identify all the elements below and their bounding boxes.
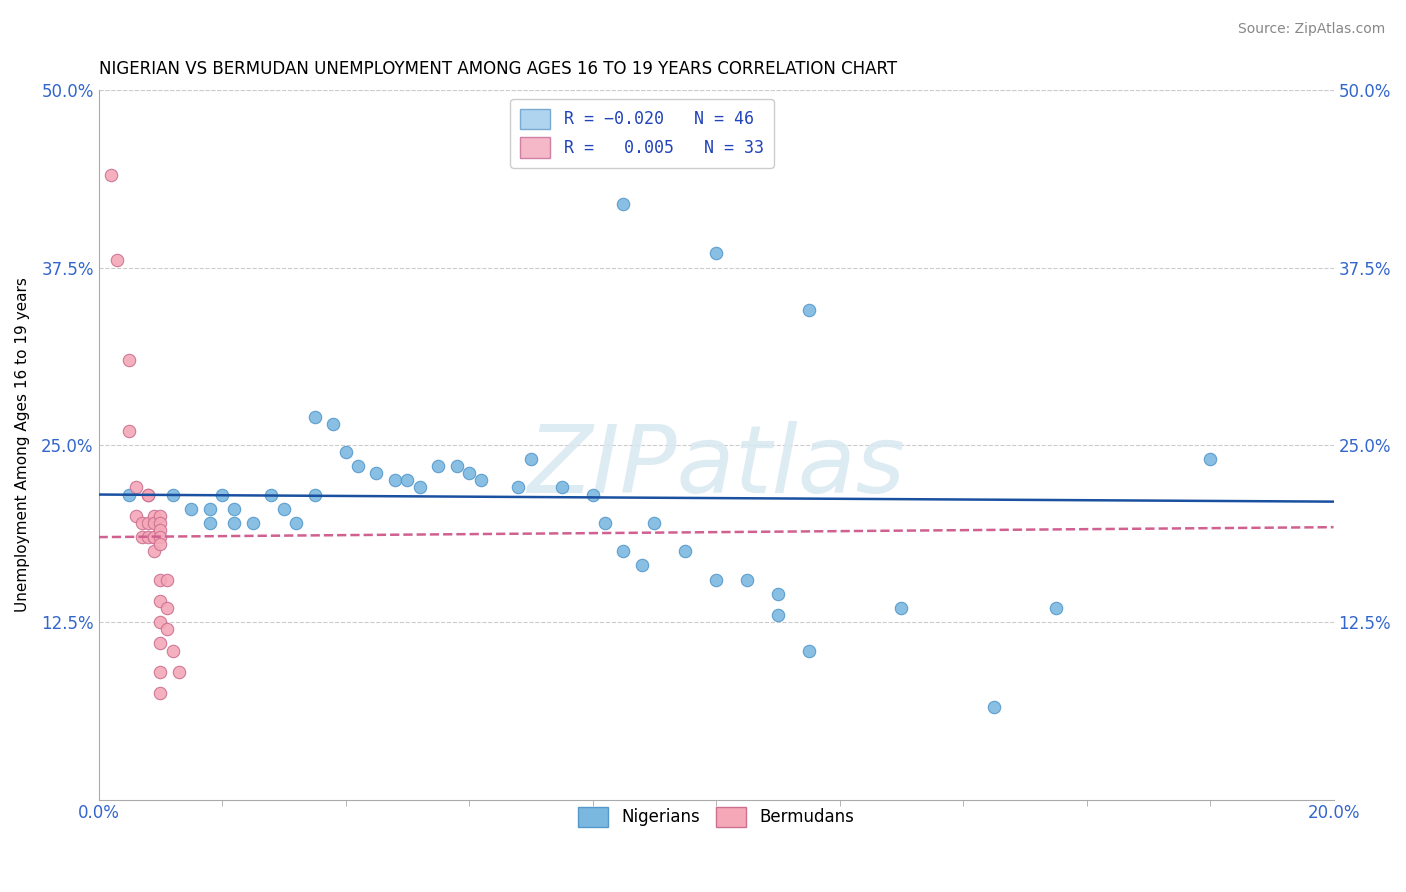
- Point: [704, 573, 727, 587]
- Point: [167, 665, 190, 679]
- Point: [143, 544, 166, 558]
- Point: [766, 608, 789, 623]
- Point: [149, 537, 172, 551]
- Point: [593, 516, 616, 530]
- Point: [508, 480, 530, 494]
- Point: [149, 686, 172, 700]
- Point: [100, 169, 122, 183]
- Point: [143, 530, 166, 544]
- Point: [118, 487, 141, 501]
- Point: [149, 530, 172, 544]
- Point: [427, 459, 450, 474]
- Point: [149, 508, 172, 523]
- Point: [136, 487, 159, 501]
- Text: ZIPatlas: ZIPatlas: [527, 421, 905, 512]
- Point: [643, 516, 665, 530]
- Point: [470, 474, 492, 488]
- Point: [704, 246, 727, 260]
- Point: [631, 558, 654, 573]
- Point: [136, 487, 159, 501]
- Point: [458, 467, 481, 481]
- Point: [396, 474, 419, 488]
- Point: [446, 459, 468, 474]
- Point: [155, 573, 177, 587]
- Point: [149, 665, 172, 679]
- Point: [124, 508, 146, 523]
- Point: [149, 573, 172, 587]
- Point: [335, 445, 357, 459]
- Point: [304, 409, 326, 424]
- Point: [612, 544, 634, 558]
- Point: [408, 480, 430, 494]
- Point: [242, 516, 264, 530]
- Point: [162, 487, 184, 501]
- Point: [260, 487, 283, 501]
- Point: [766, 587, 789, 601]
- Point: [211, 487, 233, 501]
- Point: [162, 643, 184, 657]
- Point: [149, 636, 172, 650]
- Point: [735, 573, 758, 587]
- Point: [198, 501, 221, 516]
- Point: [149, 516, 172, 530]
- Point: [581, 487, 603, 501]
- Point: [273, 501, 295, 516]
- Y-axis label: Unemployment Among Ages 16 to 19 years: Unemployment Among Ages 16 to 19 years: [15, 277, 30, 612]
- Point: [520, 452, 543, 467]
- Legend: Nigerians, Bermudans: Nigerians, Bermudans: [571, 800, 862, 834]
- Point: [224, 501, 246, 516]
- Point: [285, 516, 308, 530]
- Point: [118, 352, 141, 367]
- Point: [384, 474, 406, 488]
- Point: [155, 601, 177, 615]
- Point: [550, 480, 572, 494]
- Point: [304, 487, 326, 501]
- Point: [673, 544, 696, 558]
- Point: [155, 622, 177, 636]
- Point: [118, 424, 141, 438]
- Point: [224, 516, 246, 530]
- Point: [366, 467, 388, 481]
- Point: [1199, 452, 1222, 467]
- Point: [180, 501, 202, 516]
- Point: [890, 601, 912, 615]
- Point: [124, 480, 146, 494]
- Point: [136, 530, 159, 544]
- Text: NIGERIAN VS BERMUDAN UNEMPLOYMENT AMONG AGES 16 TO 19 YEARS CORRELATION CHART: NIGERIAN VS BERMUDAN UNEMPLOYMENT AMONG …: [98, 60, 897, 78]
- Point: [797, 303, 820, 318]
- Point: [198, 516, 221, 530]
- Point: [105, 253, 128, 268]
- Point: [612, 196, 634, 211]
- Point: [136, 516, 159, 530]
- Point: [131, 516, 153, 530]
- Point: [797, 643, 820, 657]
- Point: [149, 523, 172, 537]
- Point: [347, 459, 370, 474]
- Point: [983, 700, 1005, 714]
- Point: [143, 508, 166, 523]
- Point: [1045, 601, 1067, 615]
- Text: Source: ZipAtlas.com: Source: ZipAtlas.com: [1237, 22, 1385, 37]
- Point: [143, 516, 166, 530]
- Point: [322, 417, 344, 431]
- Point: [131, 530, 153, 544]
- Point: [149, 594, 172, 608]
- Point: [143, 530, 166, 544]
- Point: [149, 615, 172, 630]
